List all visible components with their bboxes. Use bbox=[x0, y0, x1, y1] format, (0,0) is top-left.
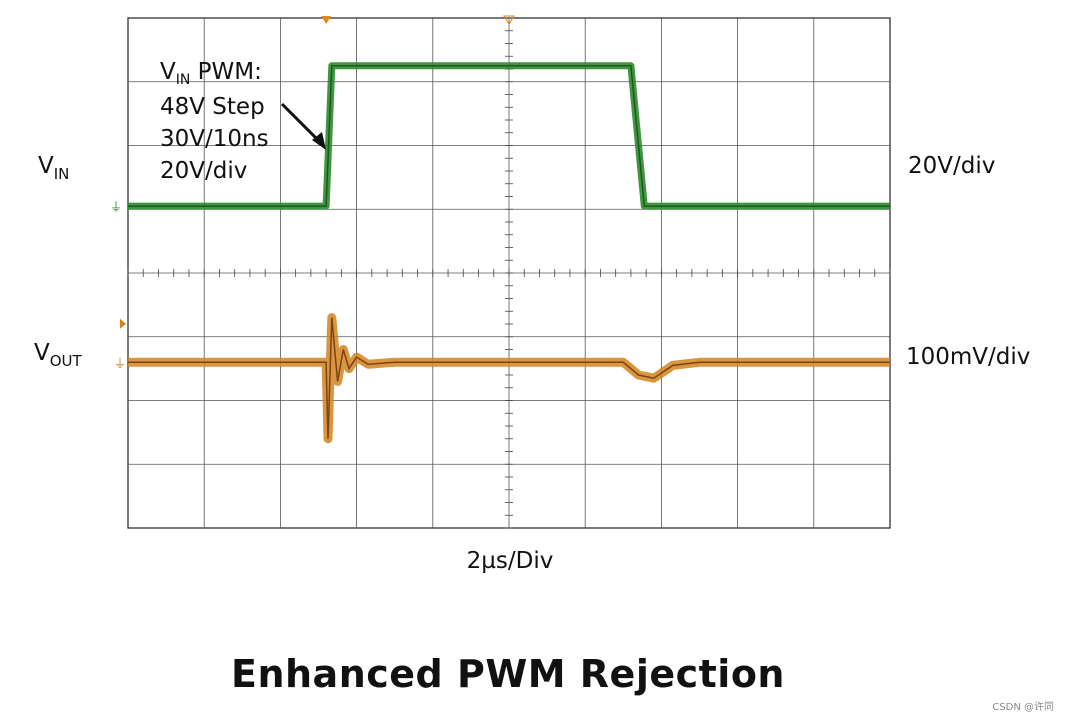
vin-step-annotation: VIN PWM: 48V Step 30V/10ns 20V/div bbox=[160, 56, 269, 187]
annotation-line-4: 20V/div bbox=[160, 158, 248, 184]
vout-scale-label: 100mV/div bbox=[906, 344, 1031, 370]
vin-channel-label: VIN bbox=[38, 153, 70, 183]
vin-trace-core bbox=[128, 65, 890, 207]
x-axis-label: 2µs/Div bbox=[466, 548, 554, 574]
annotation-arrow-line bbox=[280, 102, 320, 142]
annotation-line-1: VIN PWM: bbox=[160, 59, 262, 88]
vout-trace-core bbox=[128, 317, 890, 439]
annotation-line-2: 48V Step bbox=[160, 94, 265, 120]
annotation-line-3: 30V/10ns bbox=[160, 126, 269, 152]
watermark: CSDN @许同 bbox=[992, 702, 1054, 713]
annotation-arrow-head bbox=[312, 132, 326, 150]
vin-ground-marker: ⏚ bbox=[110, 200, 122, 214]
vin-scale-label: 20V/div bbox=[908, 153, 996, 179]
vout-ground-marker: ⏚ bbox=[114, 356, 126, 370]
vout-offset-marker bbox=[120, 318, 126, 329]
chart-title: Enhanced PWM Rejection bbox=[230, 652, 785, 696]
center-marker bbox=[503, 15, 515, 25]
trigger-marker bbox=[321, 16, 332, 24]
vout-channel-label: VOUT bbox=[34, 340, 82, 370]
